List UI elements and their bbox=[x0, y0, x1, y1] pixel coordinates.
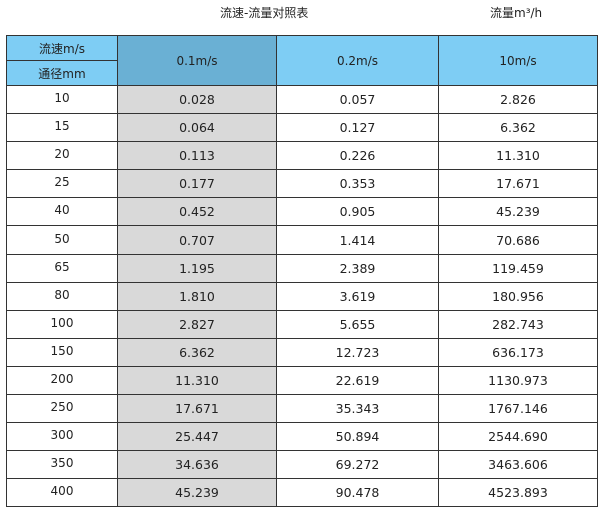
diameter-cell: 65 bbox=[6, 253, 118, 283]
flow-unit-label: 流量m³/h bbox=[490, 6, 543, 20]
flow-cell: 0.127 bbox=[276, 113, 439, 143]
diameter-cell: 40 bbox=[6, 197, 118, 227]
flow-cell: 1.195 bbox=[117, 253, 277, 283]
flow-cell: 0.177 bbox=[117, 169, 277, 199]
flow-cell: 0.452 bbox=[117, 197, 277, 227]
diameter-header: 通径mm bbox=[6, 60, 118, 86]
diameter-cell: 10 bbox=[6, 84, 118, 115]
flow-cell: 636.173 bbox=[438, 337, 598, 367]
diameter-cell: 20 bbox=[6, 141, 118, 171]
diameter-cell: 300 bbox=[6, 422, 118, 452]
flow-cell: 90.478 bbox=[276, 478, 439, 507]
flow-cell: 0.064 bbox=[117, 113, 277, 143]
diameter-cell: 250 bbox=[6, 394, 118, 424]
flow-cell: 70.686 bbox=[438, 225, 598, 255]
column-header: 10m/s bbox=[438, 35, 598, 86]
flow-cell: 2544.690 bbox=[438, 422, 598, 452]
flow-cell: 119.459 bbox=[438, 253, 598, 283]
flow-cell: 1130.973 bbox=[438, 365, 598, 396]
flow-cell: 282.743 bbox=[438, 309, 598, 339]
table-row: 25 0.177 0.353 17.671 bbox=[6, 169, 598, 199]
diameter-cell: 50 bbox=[6, 225, 118, 255]
flow-cell: 0.226 bbox=[276, 141, 439, 171]
table-row: 15 0.064 0.127 6.362 bbox=[6, 113, 598, 143]
table-row: 100 2.827 5.655 282.743 bbox=[6, 309, 598, 339]
flow-cell: 0.028 bbox=[117, 84, 277, 115]
table-row: 250 17.671 35.343 1767.146 bbox=[6, 394, 598, 424]
flow-cell: 45.239 bbox=[117, 478, 277, 507]
table-row: 40 0.452 0.905 45.239 bbox=[6, 197, 598, 227]
flow-cell: 11.310 bbox=[117, 365, 277, 396]
diameter-cell: 80 bbox=[6, 281, 118, 311]
flow-cell: 1.414 bbox=[276, 225, 439, 255]
flow-cell: 12.723 bbox=[276, 337, 439, 367]
diameter-cell: 150 bbox=[6, 337, 118, 367]
flow-cell: 2.827 bbox=[117, 309, 277, 339]
flow-cell: 6.362 bbox=[438, 113, 598, 143]
flow-cell: 1767.146 bbox=[438, 394, 598, 424]
table-title: 流速-流量对照表 bbox=[220, 6, 309, 20]
flow-cell: 0.353 bbox=[276, 169, 439, 199]
flow-cell: 1.810 bbox=[117, 281, 277, 311]
flow-cell: 17.671 bbox=[117, 394, 277, 424]
flow-cell: 2.389 bbox=[276, 253, 439, 283]
diameter-cell: 15 bbox=[6, 113, 118, 143]
diameter-cell: 350 bbox=[6, 450, 118, 480]
table-row: 200 11.310 22.619 1130.973 bbox=[6, 365, 598, 396]
diameter-cell: 25 bbox=[6, 169, 118, 199]
column-header: 0.1m/s bbox=[117, 35, 277, 86]
flow-cell: 25.447 bbox=[117, 422, 277, 452]
flow-cell: 45.239 bbox=[438, 197, 598, 227]
table-row: 50 0.707 1.414 70.686 bbox=[6, 225, 598, 255]
diameter-cell: 100 bbox=[6, 309, 118, 339]
flow-cell: 3463.606 bbox=[438, 450, 598, 480]
table-row: 10 0.028 0.057 2.826 bbox=[6, 84, 598, 115]
table-row: 400 45.239 90.478 4523.893 bbox=[6, 478, 598, 507]
flow-cell: 0.057 bbox=[276, 84, 439, 115]
flow-cell: 0.707 bbox=[117, 225, 277, 255]
flow-cell: 5.655 bbox=[276, 309, 439, 339]
column-header: 0.2m/s bbox=[276, 35, 439, 86]
flow-cell: 6.362 bbox=[117, 337, 277, 367]
table-row: 20 0.113 0.226 11.310 bbox=[6, 141, 598, 171]
table-row: 80 1.810 3.619 180.956 bbox=[6, 281, 598, 311]
flow-cell: 34.636 bbox=[117, 450, 277, 480]
flow-cell: 3.619 bbox=[276, 281, 439, 311]
flow-cell: 50.894 bbox=[276, 422, 439, 452]
flow-cell: 2.826 bbox=[438, 84, 598, 115]
table-row: 350 34.636 69.272 3463.606 bbox=[6, 450, 598, 480]
flow-cell: 4523.893 bbox=[438, 478, 598, 507]
table-row: 65 1.195 2.389 119.459 bbox=[6, 253, 598, 283]
table-row: 150 6.362 12.723 636.173 bbox=[6, 337, 598, 367]
velocity-header: 流速m/s bbox=[6, 35, 118, 61]
table-row: 300 25.447 50.894 2544.690 bbox=[6, 422, 598, 452]
flow-cell: 69.272 bbox=[276, 450, 439, 480]
flow-cell: 11.310 bbox=[438, 141, 598, 171]
flow-cell: 0.113 bbox=[117, 141, 277, 171]
diameter-cell: 400 bbox=[6, 478, 118, 507]
flow-cell: 35.343 bbox=[276, 394, 439, 424]
flow-cell: 17.671 bbox=[438, 169, 598, 199]
flow-cell: 22.619 bbox=[276, 365, 439, 396]
flow-cell: 0.905 bbox=[276, 197, 439, 227]
flow-velocity-table: 流速m/s 0.1m/s 0.2m/s 10m/s 通径mm 10 0.028 0.… bbox=[6, 35, 598, 507]
diameter-cell: 200 bbox=[6, 365, 118, 396]
flow-cell: 180.956 bbox=[438, 281, 598, 311]
